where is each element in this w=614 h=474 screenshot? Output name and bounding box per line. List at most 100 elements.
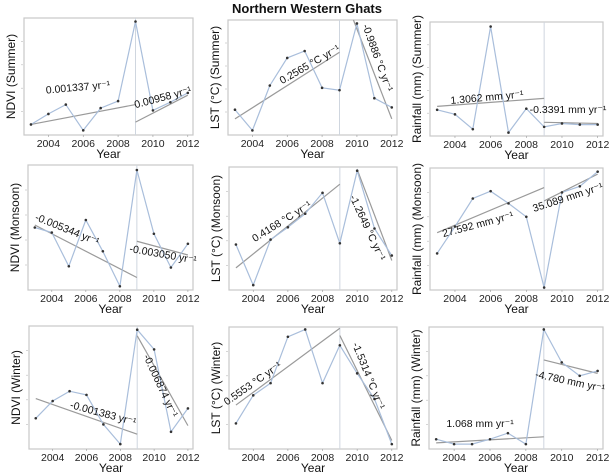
- x-tick-label: 2004: [443, 293, 467, 305]
- data-point: [186, 91, 190, 95]
- data-point: [507, 131, 510, 134]
- x-tick-label: 2004: [443, 139, 467, 151]
- trend-line: [356, 169, 393, 261]
- data-point: [101, 249, 105, 253]
- data-point: [524, 442, 528, 446]
- data-point: [471, 197, 475, 200]
- trend-label: -0.3391 mm yr⁻¹: [530, 104, 607, 116]
- data-point: [453, 225, 457, 228]
- data-point: [390, 442, 394, 446]
- x-tick-label: 2010: [345, 452, 369, 464]
- data-point: [435, 252, 439, 255]
- plot-frame: [429, 21, 604, 137]
- series-line: [30, 21, 189, 132]
- data-point: [269, 381, 272, 385]
- data-point: [355, 169, 359, 172]
- data-point: [489, 25, 492, 28]
- data-point: [34, 416, 38, 420]
- x-tick-label: 2010: [142, 293, 166, 305]
- data-point: [152, 348, 156, 351]
- data-point: [251, 283, 255, 287]
- trend-line: [235, 327, 341, 406]
- data-point: [506, 431, 510, 435]
- data-point: [560, 191, 564, 194]
- data-point: [453, 113, 457, 116]
- x-tick-label: 2012: [176, 452, 200, 464]
- x-tick-label: 2010: [550, 139, 574, 151]
- data-point: [85, 393, 88, 397]
- x-tick-label: 2004: [242, 293, 266, 305]
- data-point: [285, 56, 289, 60]
- data-point: [507, 202, 510, 205]
- x-tick-label: 2012: [380, 293, 404, 305]
- data-point: [338, 241, 342, 245]
- data-point: [234, 243, 238, 246]
- x-axis-label: Year: [300, 147, 324, 161]
- data-point: [373, 227, 376, 230]
- x-axis-label: Year: [504, 461, 528, 474]
- x-tick-label: 2006: [75, 452, 99, 464]
- data-point: [542, 286, 546, 289]
- data-point: [373, 397, 376, 401]
- data-point: [68, 389, 71, 393]
- data-point: [135, 328, 139, 331]
- data-point: [251, 129, 254, 132]
- data-point: [286, 225, 290, 229]
- trend-line: [35, 398, 138, 435]
- data-point: [435, 108, 439, 112]
- x-tick-label: 2006: [479, 139, 503, 151]
- data-point: [542, 125, 546, 129]
- x-tick-label: 2008: [515, 293, 539, 305]
- data-point: [470, 442, 474, 446]
- x-tick-label: 2004: [37, 138, 61, 150]
- x-axis-label: Year: [504, 302, 528, 316]
- trend-line: [136, 335, 189, 426]
- trend-line: [544, 121, 598, 125]
- y-axis-label: NDVI (Winter): [9, 350, 23, 425]
- x-tick-label: 2010: [345, 293, 369, 305]
- data-point: [373, 96, 376, 100]
- data-point: [303, 49, 306, 53]
- data-point: [338, 88, 341, 92]
- trend-line: [543, 359, 598, 374]
- x-tick-label: 2006: [72, 138, 96, 150]
- trend-line: [436, 186, 545, 234]
- data-point: [321, 381, 324, 385]
- data-point: [251, 394, 255, 397]
- data-point: [50, 231, 54, 234]
- y-axis-label: Rainfall (mm) (Summer): [410, 15, 424, 143]
- figure-title: Northern Western Ghats: [231, 1, 382, 16]
- data-point: [169, 430, 173, 434]
- x-tick-label: 2004: [242, 452, 266, 464]
- x-tick-label: 2008: [311, 452, 335, 464]
- x-tick-label: 2012: [176, 293, 200, 305]
- data-point: [118, 442, 122, 446]
- data-point: [84, 218, 88, 222]
- x-axis-label: Year: [301, 461, 325, 474]
- plot-frame: [27, 164, 194, 291]
- data-point: [134, 20, 137, 23]
- data-point: [578, 123, 582, 126]
- x-tick-label: 2006: [479, 293, 503, 305]
- data-point: [116, 99, 120, 103]
- series-line: [235, 168, 393, 287]
- plot-frame: [227, 19, 398, 136]
- series-line: [235, 328, 393, 445]
- y-axis-label: LST (°C) (Winter): [209, 342, 223, 435]
- data-point: [596, 170, 599, 173]
- data-point: [542, 328, 546, 331]
- x-tick-label: 2006: [276, 452, 300, 464]
- series-line: [34, 169, 189, 289]
- data-point: [51, 399, 54, 403]
- x-axis-label: Year: [96, 147, 120, 161]
- trend-line: [30, 103, 136, 126]
- trend-line: [135, 94, 189, 123]
- x-axis-label: Year: [98, 302, 122, 316]
- trend-line: [437, 97, 545, 107]
- data-point: [434, 437, 438, 441]
